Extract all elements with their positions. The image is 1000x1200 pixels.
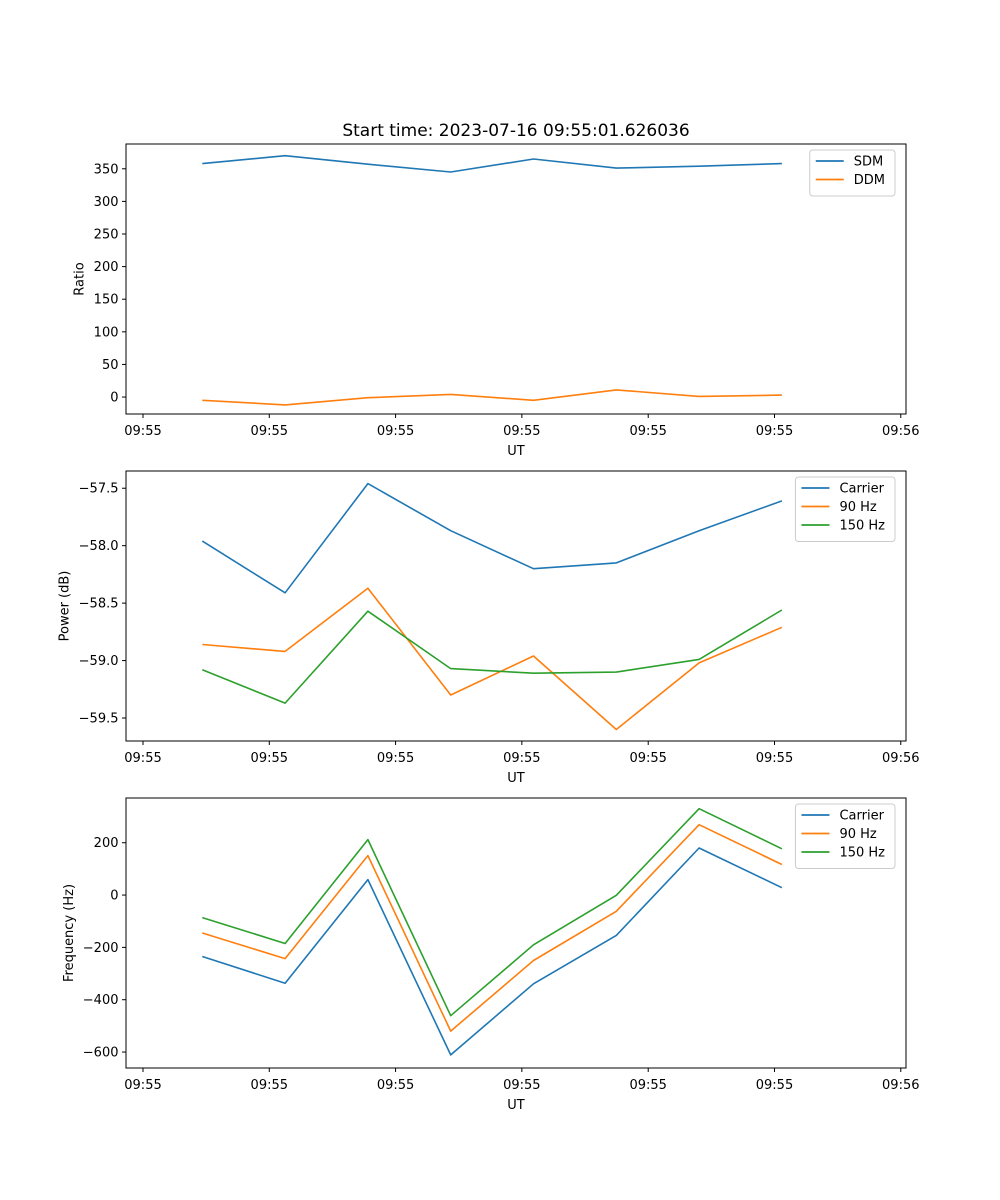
y-tick-label: −59.5 [79, 712, 119, 727]
figure-title: Start time: 2023-07-16 09:55:01.626036 [342, 121, 690, 141]
x-tick-label: 09:55 [629, 751, 666, 766]
y-tick-label: 200 [94, 260, 119, 275]
x-tick-label: 09:55 [756, 1078, 793, 1093]
x-tick-label: 09:55 [629, 1078, 666, 1093]
x-tick-label: 09:55 [503, 424, 540, 439]
y-tick-label: −59.0 [79, 654, 119, 669]
x-tick-label: 09:55 [251, 424, 288, 439]
legend-label: 150 Hz [839, 519, 885, 534]
y-tick-label: 250 [94, 228, 119, 243]
y-tick-label: −57.5 [79, 482, 119, 497]
legend: SDM DDM [809, 149, 896, 197]
legend-label: 90 Hz [839, 827, 876, 842]
x-tick-label: 09:55 [251, 1078, 288, 1093]
x-axis-label: UT [507, 1098, 525, 1113]
y-tick-label: 300 [94, 195, 119, 210]
x-axis-label: UT [507, 771, 525, 786]
legend-label: SDM [854, 155, 883, 170]
150-hz-line [202, 609, 783, 704]
x-tick-label: 09:55 [756, 424, 793, 439]
legend-label: 90 Hz [839, 500, 876, 515]
x-tick-label: 09:55 [124, 751, 161, 766]
y-tick-label: 200 [94, 836, 119, 851]
x-tick-label: 09:55 [251, 751, 288, 766]
legend: Carrier 90 Hz 150 Hz [794, 476, 896, 542]
y-axis-label: Ratio [73, 262, 88, 295]
x-tick-label: 09:55 [756, 751, 793, 766]
y-tick-label: −58.5 [79, 597, 119, 612]
axes-frame [125, 143, 907, 415]
y-tick-label: 50 [102, 358, 119, 373]
x-tick-label: 09:55 [377, 751, 414, 766]
y-tick-label: 100 [94, 325, 119, 340]
150-hz-line [202, 807, 783, 1017]
y-tick-label: 150 [94, 293, 119, 308]
y-tick-label: 0 [110, 391, 118, 406]
legend-label: Carrier [839, 809, 884, 824]
x-tick-label: 09:55 [124, 424, 161, 439]
legend-label: DDM [854, 173, 885, 188]
carrier-line [202, 847, 783, 1056]
frequency-chart: −600 −400 −200 0 200 09:55 09:55 09:55 09:55 09:5… [62, 797, 920, 1113]
x-tick-label: 09:55 [503, 1078, 540, 1093]
x-tick-label: 09:56 [882, 424, 919, 439]
ratio-chart: 0 50 100 150 200 250 300 350 09:55 09:55 09:55 09:5… [73, 143, 920, 459]
legend-label: Carrier [839, 482, 884, 497]
x-tick-label: 09:55 [503, 751, 540, 766]
sdm-line [202, 154, 782, 173]
x-tick-label: 09:56 [882, 1078, 919, 1093]
x-tick-label: 09:55 [629, 424, 666, 439]
y-axis-label: Frequency (Hz) [62, 884, 77, 982]
legend: Carrier 90 Hz 150 Hz [794, 803, 896, 869]
axes-frame [125, 470, 907, 742]
x-tick-label: 09:55 [377, 424, 414, 439]
y-tick-label: −600 [83, 1046, 119, 1061]
carrier-line [201, 482, 783, 594]
y-axis-label: Power (dB) [58, 571, 73, 642]
x-tick-label: 09:55 [377, 1078, 414, 1093]
x-tick-label: 09:55 [124, 1078, 161, 1093]
y-tick-label: −400 [83, 993, 119, 1008]
ddm-line [202, 389, 782, 406]
axes-frame [125, 797, 907, 1069]
legend-label: 150 Hz [839, 846, 885, 861]
90-hz-line [202, 823, 783, 1032]
x-tick-label: 09:56 [882, 751, 919, 766]
y-tick-label: −58.0 [79, 539, 119, 554]
x-axis-label: UT [507, 444, 525, 459]
power-chart: −59.5 −59.0 −58.5 −58.0 −57.5 09:55 09:55 09:55… [58, 470, 920, 786]
90-hz-line [202, 587, 783, 731]
y-tick-label: 0 [110, 889, 118, 904]
y-tick-label: −200 [83, 941, 119, 956]
y-tick-label: 350 [94, 162, 119, 177]
